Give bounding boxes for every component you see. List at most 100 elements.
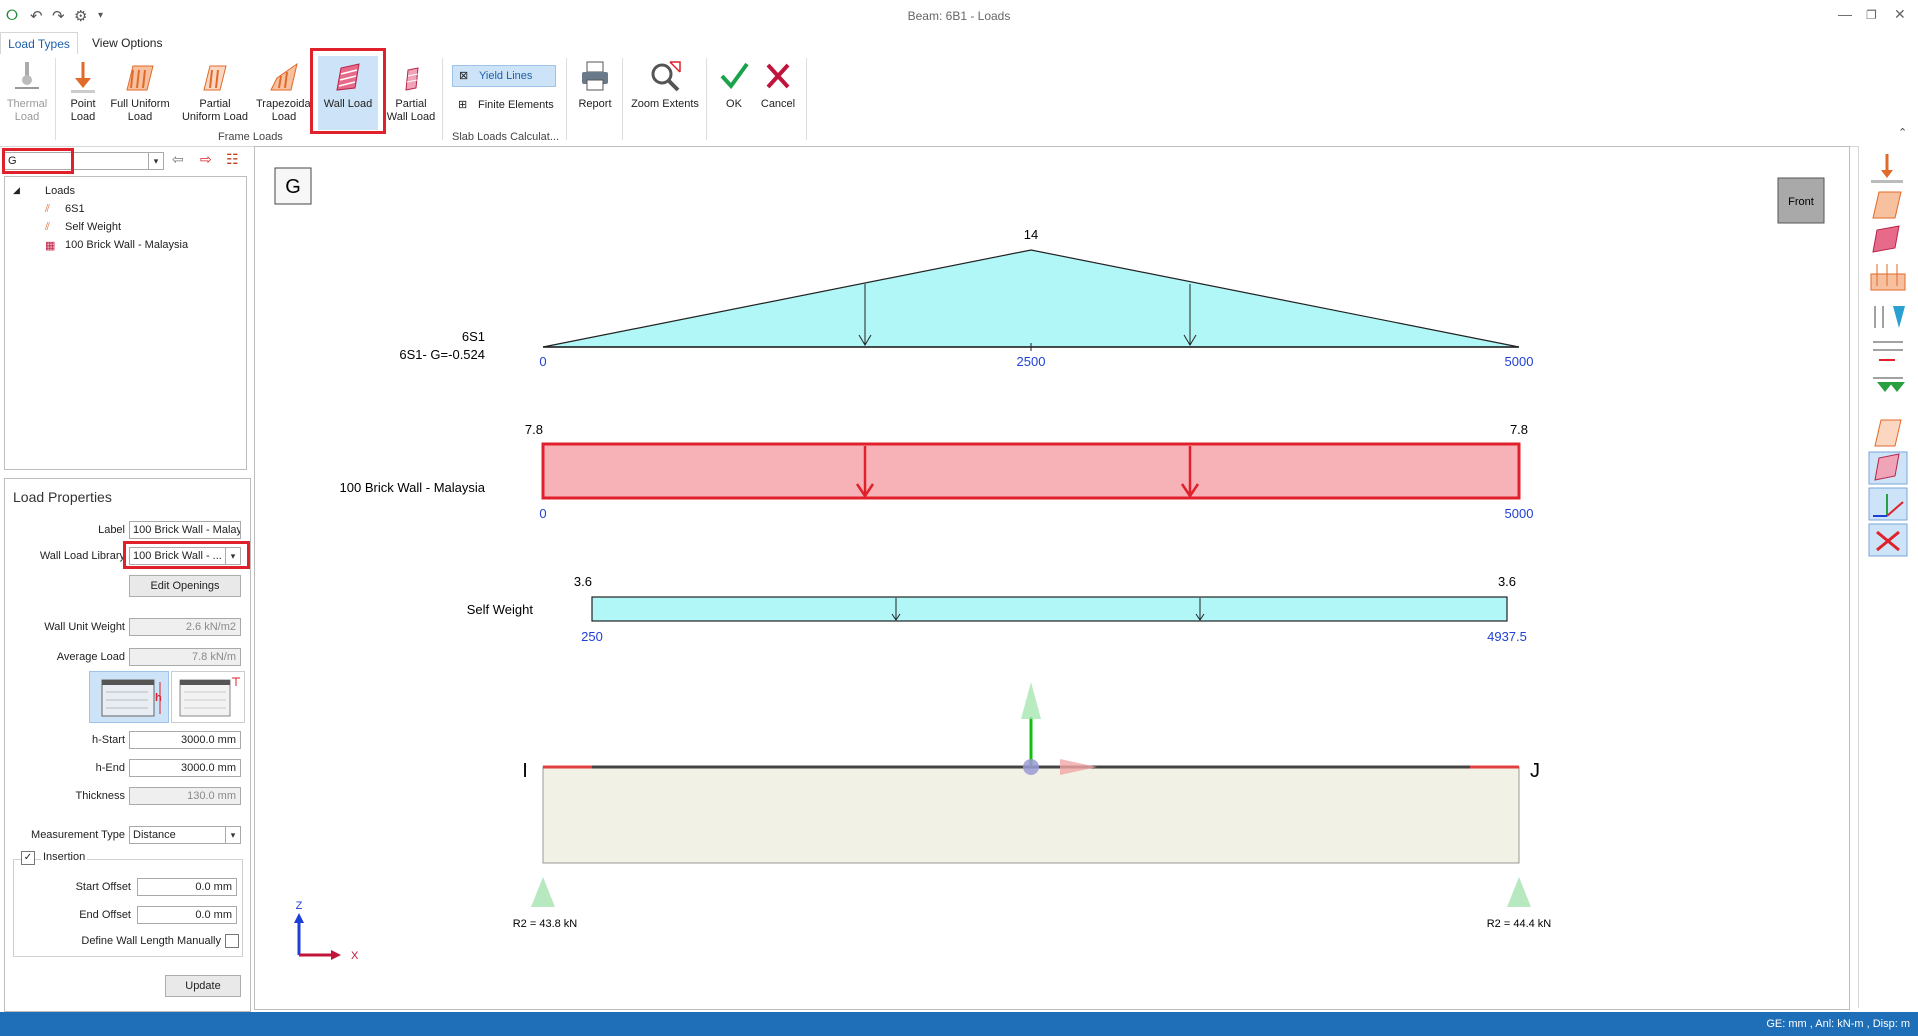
h-end-input[interactable]: 3000.0 mm (129, 759, 241, 777)
h-start-input[interactable]: 3000.0 mm (129, 731, 241, 749)
support-right-icon[interactable] (1507, 877, 1531, 907)
thermal-tool-icon[interactable] (1873, 341, 1903, 361)
wall-height-full-option[interactable] (89, 671, 169, 723)
delete-load-tool-icon[interactable] (1868, 523, 1908, 557)
axes-tool-icon[interactable] (1868, 487, 1908, 521)
case-badge: G (285, 176, 301, 198)
load-brick-wall-x-start: 0 (539, 506, 546, 521)
settings-gear-icon[interactable]: ⚙ (74, 8, 88, 25)
define-wall-length-checkbox[interactable] (225, 934, 239, 948)
tab-view-options[interactable]: View Options (92, 36, 163, 50)
label-field-label: Label (98, 524, 125, 536)
finite-elements-icon: ⊞ (458, 99, 468, 111)
update-button[interactable]: Update (165, 975, 241, 997)
undo-icon[interactable]: ↶ (30, 8, 43, 25)
tree-options-icon[interactable]: ☷ (226, 151, 239, 167)
load-self-weight-shape[interactable] (591, 596, 1508, 622)
load-6s1-shape[interactable] (542, 249, 1520, 348)
close-icon[interactable]: ✕ (1894, 6, 1906, 22)
report-button[interactable]: Report (572, 60, 618, 111)
wall-load-library-select[interactable]: 100 Brick Wall - ... ▾ (129, 547, 241, 565)
status-bar: GE: mm , Anl: kN-m , Disp: m (0, 1012, 1918, 1036)
full-uniform-load-button[interactable]: Full Uniform Load (108, 60, 172, 124)
wall-load-icon: ▦ (45, 240, 56, 252)
tree-item-6s1[interactable]: 6S1 (65, 203, 85, 215)
edit-openings-button[interactable]: Edit Openings (129, 575, 241, 597)
average-load-label: Average Load (56, 651, 125, 663)
front-view-label: Front (1788, 196, 1814, 208)
units-status: GE: mm , Anl: kN-m , Disp: m (1766, 1018, 1910, 1030)
trapezoidal-load-button[interactable]: Trapezoidal Load (256, 60, 313, 124)
redo-icon[interactable]: ↷ (52, 8, 65, 25)
arrow-left-icon[interactable]: ⇦ (172, 151, 184, 167)
uniform-load-tool-icon[interactable] (1872, 191, 1902, 219)
wall-load-library-label: Wall Load Library (39, 550, 125, 562)
front-view-button[interactable] (1777, 177, 1825, 224)
measurement-type-select[interactable]: Distance ▾ (129, 826, 241, 844)
label-input[interactable]: 100 Brick Wall - Malay (129, 521, 241, 539)
wall-load-tool-icon[interactable] (1872, 225, 1900, 253)
tree-expand-icon[interactable]: ◢ (13, 185, 20, 195)
tab-load-types[interactable]: Load Types (0, 32, 78, 55)
wall-height-variable-option[interactable] (171, 671, 245, 723)
load-brick-wall-right-value: 7.8 (1510, 422, 1528, 437)
reaction-right: R2 = 44.4 kN (1487, 918, 1552, 930)
insertion-label: Insertion (41, 851, 88, 863)
checkmark-icon (720, 62, 749, 90)
end-offset-label: End Offset (79, 909, 131, 921)
arrow-right-icon[interactable]: ⇨ (200, 151, 212, 167)
wall-load-icon (336, 63, 360, 91)
thermal-load-button[interactable]: Thermal Load (6, 60, 48, 124)
restore-icon[interactable]: ❐ (1866, 8, 1877, 22)
zoom-extents-button[interactable]: Zoom Extents (628, 60, 702, 111)
printer-icon (582, 61, 608, 91)
load-6s1-desc: 6S1- G=-0.524 (399, 347, 485, 362)
axis-x-label: X (351, 950, 359, 962)
load-case-select[interactable]: G ▾ (4, 152, 164, 170)
yield-lines-button[interactable]: ⊠ Yield Lines (452, 65, 556, 87)
partial-uniform-load-button[interactable]: Partial Uniform Load (180, 60, 250, 124)
load-6s1-name: 6S1 (462, 329, 485, 344)
chevron-down-icon: ▾ (148, 153, 163, 169)
start-offset-input[interactable]: 0.0 mm (137, 878, 237, 896)
beam-canvas[interactable]: G Front 14 6S1 6S1- G=-0.524 0 2500 5000… (254, 146, 1850, 1010)
load-6s1-x-mid: 2500 (1017, 354, 1046, 369)
load-6s1-x-end: 5000 (1505, 354, 1534, 369)
collapse-ribbon-icon[interactable]: ⌃ (1898, 127, 1908, 139)
point-load-button[interactable]: Point Load (62, 60, 104, 124)
tree-item-brick-wall[interactable]: 100 Brick Wall - Malaysia (65, 239, 189, 251)
insertion-checkbox[interactable]: ✓ (21, 851, 35, 865)
support-left-icon[interactable] (531, 877, 555, 907)
minimize-icon[interactable]: — (1838, 6, 1852, 22)
load-brick-wall-shape[interactable] (541, 442, 1521, 500)
ok-button[interactable]: OK (714, 60, 754, 111)
wall-edit-tool-icon[interactable] (1868, 451, 1908, 485)
load-copy-tool-icon[interactable] (1874, 419, 1902, 447)
load-self-weight-right-value: 3.6 (1498, 574, 1516, 589)
cancel-x-icon (766, 63, 790, 89)
average-load-value: 7.8 kN/m (129, 648, 241, 666)
local-axis-x-icon (1060, 759, 1097, 775)
end-offset-input[interactable]: 0.0 mm (137, 906, 237, 924)
title-bar: ⭘ ↶ ↷ ⚙ ▾ Beam: 6B1 - Loads — ❐ ✕ (0, 0, 1918, 32)
partial-wall-load-button[interactable]: Partial Wall Load (384, 60, 438, 124)
moment-load-tool-icon[interactable] (1874, 306, 1905, 328)
finite-elements-button[interactable]: ⊞ Finite Elements (458, 99, 554, 111)
tree-item-self-weight[interactable]: Self Weight (65, 221, 122, 233)
tree-root-loads[interactable]: Loads (45, 185, 75, 197)
partial-wall-load-icon (405, 67, 419, 91)
load-6s1-x-start: 0 (539, 354, 546, 369)
support-tool-icon[interactable] (1873, 377, 1905, 392)
point-load-tool-icon[interactable] (1869, 152, 1905, 184)
case-badge-box (274, 167, 312, 205)
wall-load-button[interactable]: Wall Load (318, 60, 378, 111)
cancel-button[interactable]: Cancel (756, 60, 800, 111)
load-brick-wall-x-end: 5000 (1505, 506, 1534, 521)
load-6s1-peak-value: 14 (1024, 227, 1038, 242)
thickness-value: 130.0 mm (129, 787, 241, 805)
quick-access-dropdown-icon[interactable]: ▾ (98, 10, 104, 21)
area-load-tool-icon[interactable] (1870, 264, 1906, 291)
wall-variable-height-icon (179, 677, 240, 717)
load-properties-panel: Load Properties Label 100 Brick Wall - M… (4, 478, 251, 1012)
loads-tree-panel: ◢ Loads ⫽ 6S1 ⫽ Self Weight ▦ 100 Brick … (4, 176, 247, 470)
